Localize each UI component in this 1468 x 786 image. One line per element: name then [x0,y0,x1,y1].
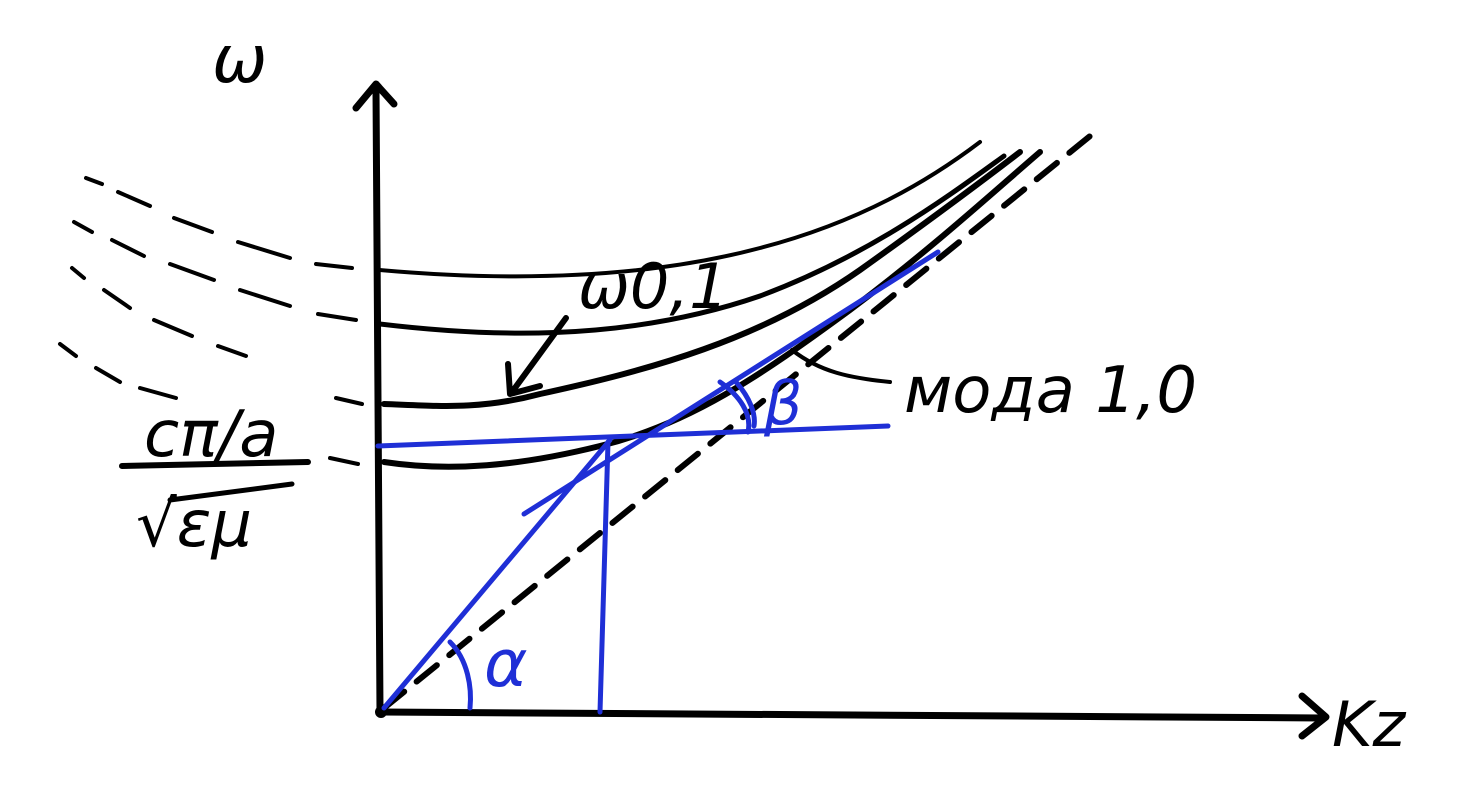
mode-1-0-label: мода 1,0 [904,354,1197,428]
axes [352,80,1330,740]
dispersion-curve-3 [381,149,1023,409]
curve-label-arrow-head [505,361,543,397]
group-velocity-tangent [521,249,941,517]
y-axis-arrowhead [352,80,398,112]
dispersion-curve-2 [377,153,1007,336]
mode-label-leader [790,348,892,384]
cutoff-numerator: cπ/a [144,398,279,472]
dispersion-curve-1 [378,140,982,279]
extension-dash-11 [70,266,86,280]
angle-alpha-label: α [484,625,528,702]
extension-dash-3 [172,216,214,234]
x-axis-label: Kz [1332,688,1407,761]
extension-dash-1 [84,176,104,186]
cutoff-denominator: √εμ [136,488,252,562]
cutoff-sqrt-overline [167,481,295,503]
extension-dash-19 [328,456,360,466]
extension-dash-8 [168,262,216,282]
curve-label-arrow-shaft [509,315,569,395]
extension-dash-10 [316,312,358,322]
extension-dash-6 [72,220,94,234]
extension-dash-2 [116,190,152,208]
extension-dash-9 [238,288,292,308]
extension-dash-7 [110,238,146,258]
extension-dash-15 [58,342,78,358]
extension-dash-13 [152,318,194,338]
angle-alpha-arc [447,639,473,711]
dashed-extensions [58,176,364,466]
angle-beta-arc-inner [733,379,757,429]
x-axis [376,708,1326,722]
extension-dash-4 [236,240,292,260]
extension-dash-5 [314,262,354,270]
horizontal-construction-line [375,423,891,449]
y-axis-label: ω [212,21,267,98]
construction-lines [375,249,941,715]
phase-velocity-line [381,437,613,711]
x-axis-arrowhead [1298,692,1330,740]
extension-dash-16 [94,366,122,384]
angle-beta-arc [717,379,752,435]
extension-dash-18 [334,396,364,406]
light-line-asymptote [381,125,1103,711]
cutoff-fraction-bar [119,459,311,469]
curve-label-arrow [505,315,569,397]
extension-dash-12 [102,288,132,310]
extension-dash-17 [138,386,178,400]
angle-beta-label: β [763,369,802,439]
curve-label-omega-0-1: ω0,1 [578,250,729,323]
y-axis [372,86,384,716]
extension-dash-14 [216,344,248,358]
vertical-drop-line [597,439,611,715]
